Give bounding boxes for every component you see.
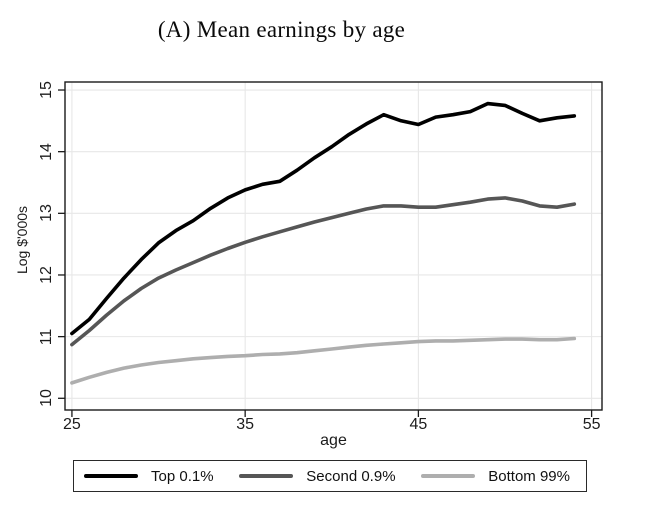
y-tick-label: 15	[38, 81, 55, 99]
x-tick-label: 35	[236, 416, 255, 433]
x-tick-label: 55	[582, 416, 601, 433]
y-tick-label: 10	[38, 389, 55, 408]
legend-entry: Bottom 99%	[421, 468, 570, 485]
y-tick-label: 12	[38, 266, 55, 284]
legend-line-swatch	[84, 474, 138, 478]
legend-label: Second 0.9%	[306, 467, 396, 485]
legend-entry: Top 0.1%	[84, 468, 214, 485]
x-tick-label: 45	[409, 416, 428, 433]
legend-label: Top 0.1%	[151, 467, 214, 485]
y-axis-title: Log $'000s	[14, 205, 30, 275]
legend-label: Bottom 99%	[488, 467, 570, 485]
legend: Top 0.1% Second 0.9% Bottom 99%	[73, 460, 587, 492]
chart-title: (A) Mean earnings by age	[157, 17, 406, 42]
y-tick-label: 14	[38, 142, 55, 161]
legend-line-swatch	[421, 474, 476, 478]
legend-entry: Second 0.9%	[239, 467, 396, 485]
y-tick-label: 13	[38, 204, 55, 223]
x-tick-label: 25	[63, 416, 81, 433]
series-line-0	[70, 101, 577, 336]
y-tick-label: 11	[38, 328, 55, 345]
series-line-1	[70, 196, 577, 347]
legend-line-swatch	[239, 474, 294, 478]
plot-frame	[64, 81, 603, 411]
series-line-2	[70, 336, 577, 385]
x-axis-title: age	[320, 432, 347, 449]
